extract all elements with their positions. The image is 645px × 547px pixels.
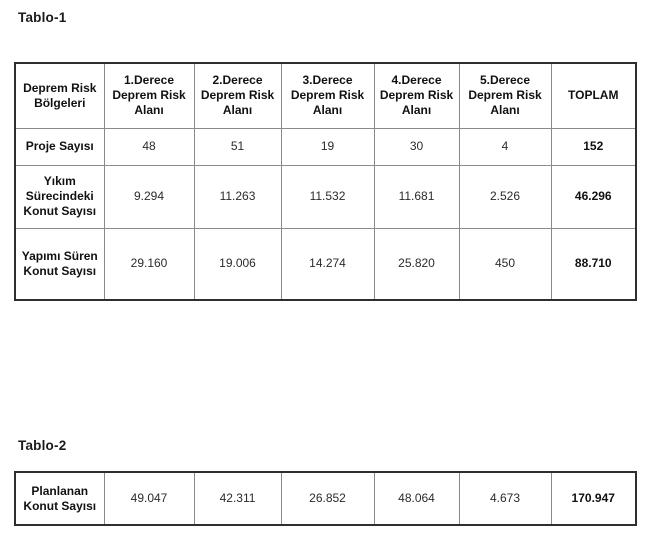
header-deprem-risk-bolgeleri: Deprem Risk Bölgeleri <box>14 62 105 129</box>
cell-value: 2.526 <box>458 164 552 229</box>
header-3-derece: 3.Derece Deprem Risk Alanı <box>280 62 375 129</box>
cell-value: 51 <box>193 127 282 166</box>
header-2-derece: 2.Derece Deprem Risk Alanı <box>193 62 282 129</box>
cell-value: 26.852 <box>280 471 375 526</box>
table-row-yapimi-suren: Yapımı Süren Konut Sayısı 29.160 19.006 … <box>14 227 637 301</box>
cell-value: 25.820 <box>373 227 460 301</box>
cell-value: 48 <box>103 127 195 166</box>
table1-title: Tablo-1 <box>18 10 67 25</box>
cell-value: 48.064 <box>373 471 460 526</box>
cell-value: 29.160 <box>103 227 195 301</box>
cell-value: 19 <box>280 127 375 166</box>
cell-value: 11.532 <box>280 164 375 229</box>
cell-value: 4.673 <box>458 471 552 526</box>
table2-title: Tablo-2 <box>18 438 67 453</box>
header-5-derece: 5.Derece Deprem Risk Alanı <box>458 62 552 129</box>
table-row-planlanan: Planlanan Konut Sayısı 49.047 42.311 26.… <box>14 471 637 526</box>
cell-total: 88.710 <box>550 227 637 301</box>
header-4-derece: 4.Derece Deprem Risk Alanı <box>373 62 460 129</box>
cell-value: 4 <box>458 127 552 166</box>
cell-value: 19.006 <box>193 227 282 301</box>
table1-header-row: Deprem Risk Bölgeleri 1.Derece Deprem Ri… <box>14 62 637 129</box>
cell-total: 170.947 <box>550 471 637 526</box>
header-toplam: TOPLAM <box>550 62 637 129</box>
row-label-yapimi-suren: Yapımı Süren Konut Sayısı <box>14 227 105 301</box>
cell-total: 152 <box>550 127 637 166</box>
table-row-proje-sayisi: Proje Sayısı 48 51 19 30 4 152 <box>14 127 637 166</box>
cell-value: 49.047 <box>103 471 195 526</box>
row-label-planlanan: Planlanan Konut Sayısı <box>14 471 105 526</box>
cell-value: 14.274 <box>280 227 375 301</box>
table-row-yikim-surecindeki: Yıkım Sürecindeki Konut Sayısı 9.294 11.… <box>14 164 637 229</box>
cell-value: 30 <box>373 127 460 166</box>
cell-value: 11.681 <box>373 164 460 229</box>
earthquake-risk-table: Deprem Risk Bölgeleri 1.Derece Deprem Ri… <box>14 62 637 301</box>
cell-value: 9.294 <box>103 164 195 229</box>
row-label-yikim-surecindeki: Yıkım Sürecindeki Konut Sayısı <box>14 164 105 229</box>
cell-value: 450 <box>458 227 552 301</box>
planned-housing-table: Planlanan Konut Sayısı 49.047 42.311 26.… <box>14 471 637 526</box>
cell-value: 11.263 <box>193 164 282 229</box>
cell-value: 42.311 <box>193 471 282 526</box>
header-1-derece: 1.Derece Deprem Risk Alanı <box>103 62 195 129</box>
cell-total: 46.296 <box>550 164 637 229</box>
row-label-proje-sayisi: Proje Sayısı <box>14 127 105 166</box>
